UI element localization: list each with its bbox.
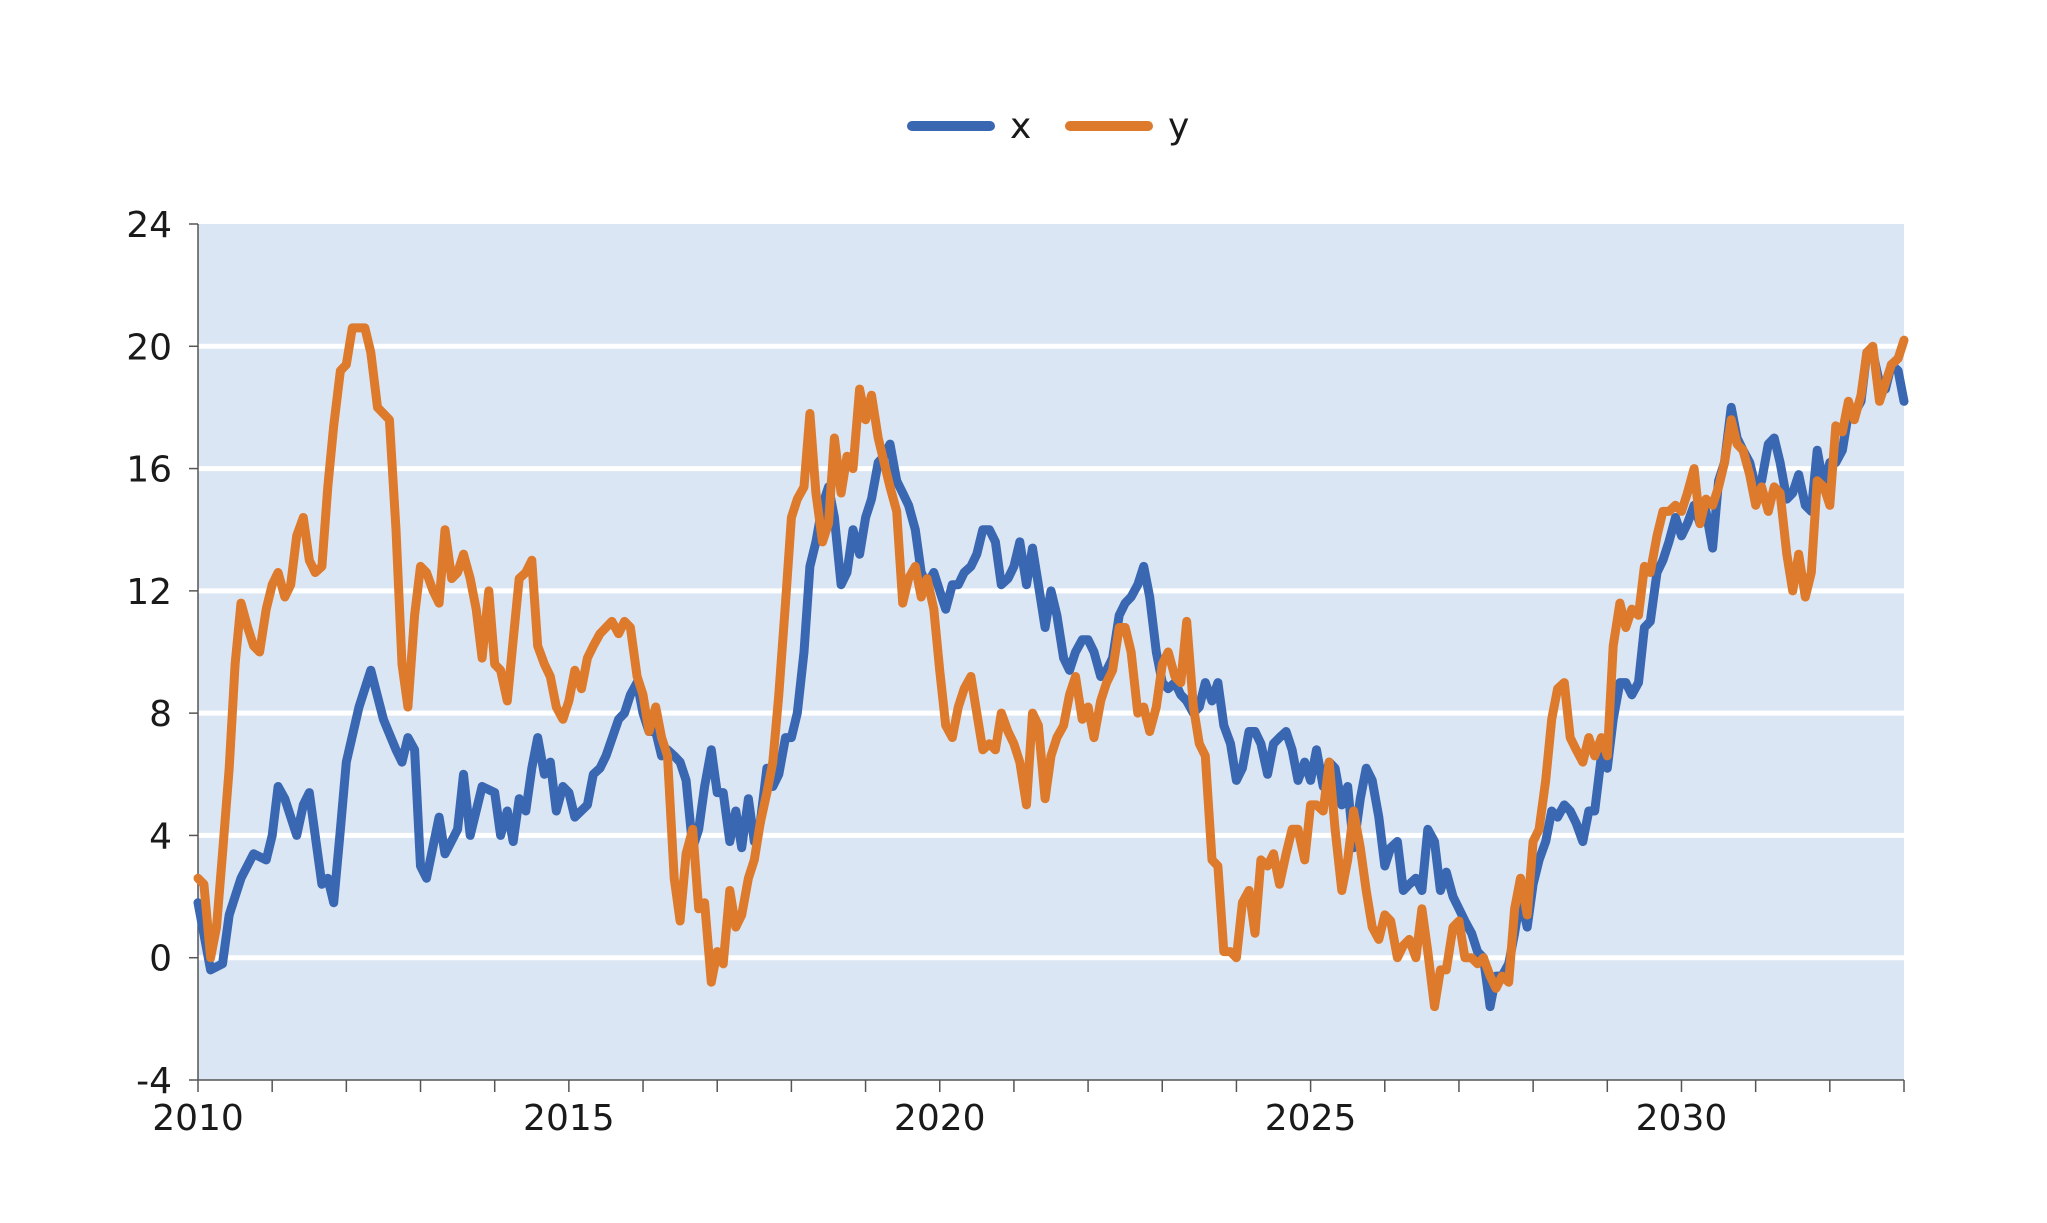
y-tick-label: 4 [149,816,172,857]
series-layer [193,323,1909,1012]
y-tick-label: 24 [126,205,172,246]
y-tick-label: 8 [149,694,172,735]
series-line-x [193,347,1909,1012]
legend: x y [907,106,1189,147]
legend-label-y: y [1168,106,1189,147]
x-tick-label: 2030 [1636,1098,1728,1139]
x-tick-label: 2020 [894,1098,986,1139]
x-tick-label: 2015 [523,1098,615,1139]
y-axis-tick-labels: -4 0 4 8 12 16 20 24 [126,205,172,1102]
y-tick-label: 0 [149,939,172,980]
x-tick-label: 2025 [1265,1098,1357,1139]
y-tick-label: 16 [126,450,172,491]
gridlines [198,343,1904,961]
x-axis-tick-labels: 2010 2015 2020 2025 2030 [152,1098,1727,1139]
plot-area [198,224,1904,1080]
legend-label-x: x [1010,106,1031,147]
y-tick-label: -4 [136,1061,172,1102]
x-tick-label: 2010 [152,1098,244,1139]
y-tick-label: 20 [126,327,172,368]
axes [189,223,1905,1092]
y-tick-label: 12 [126,572,172,613]
series-line-y [193,323,1909,1012]
legend-item-x: x [907,106,1031,147]
legend-item-y: y [1065,106,1189,147]
